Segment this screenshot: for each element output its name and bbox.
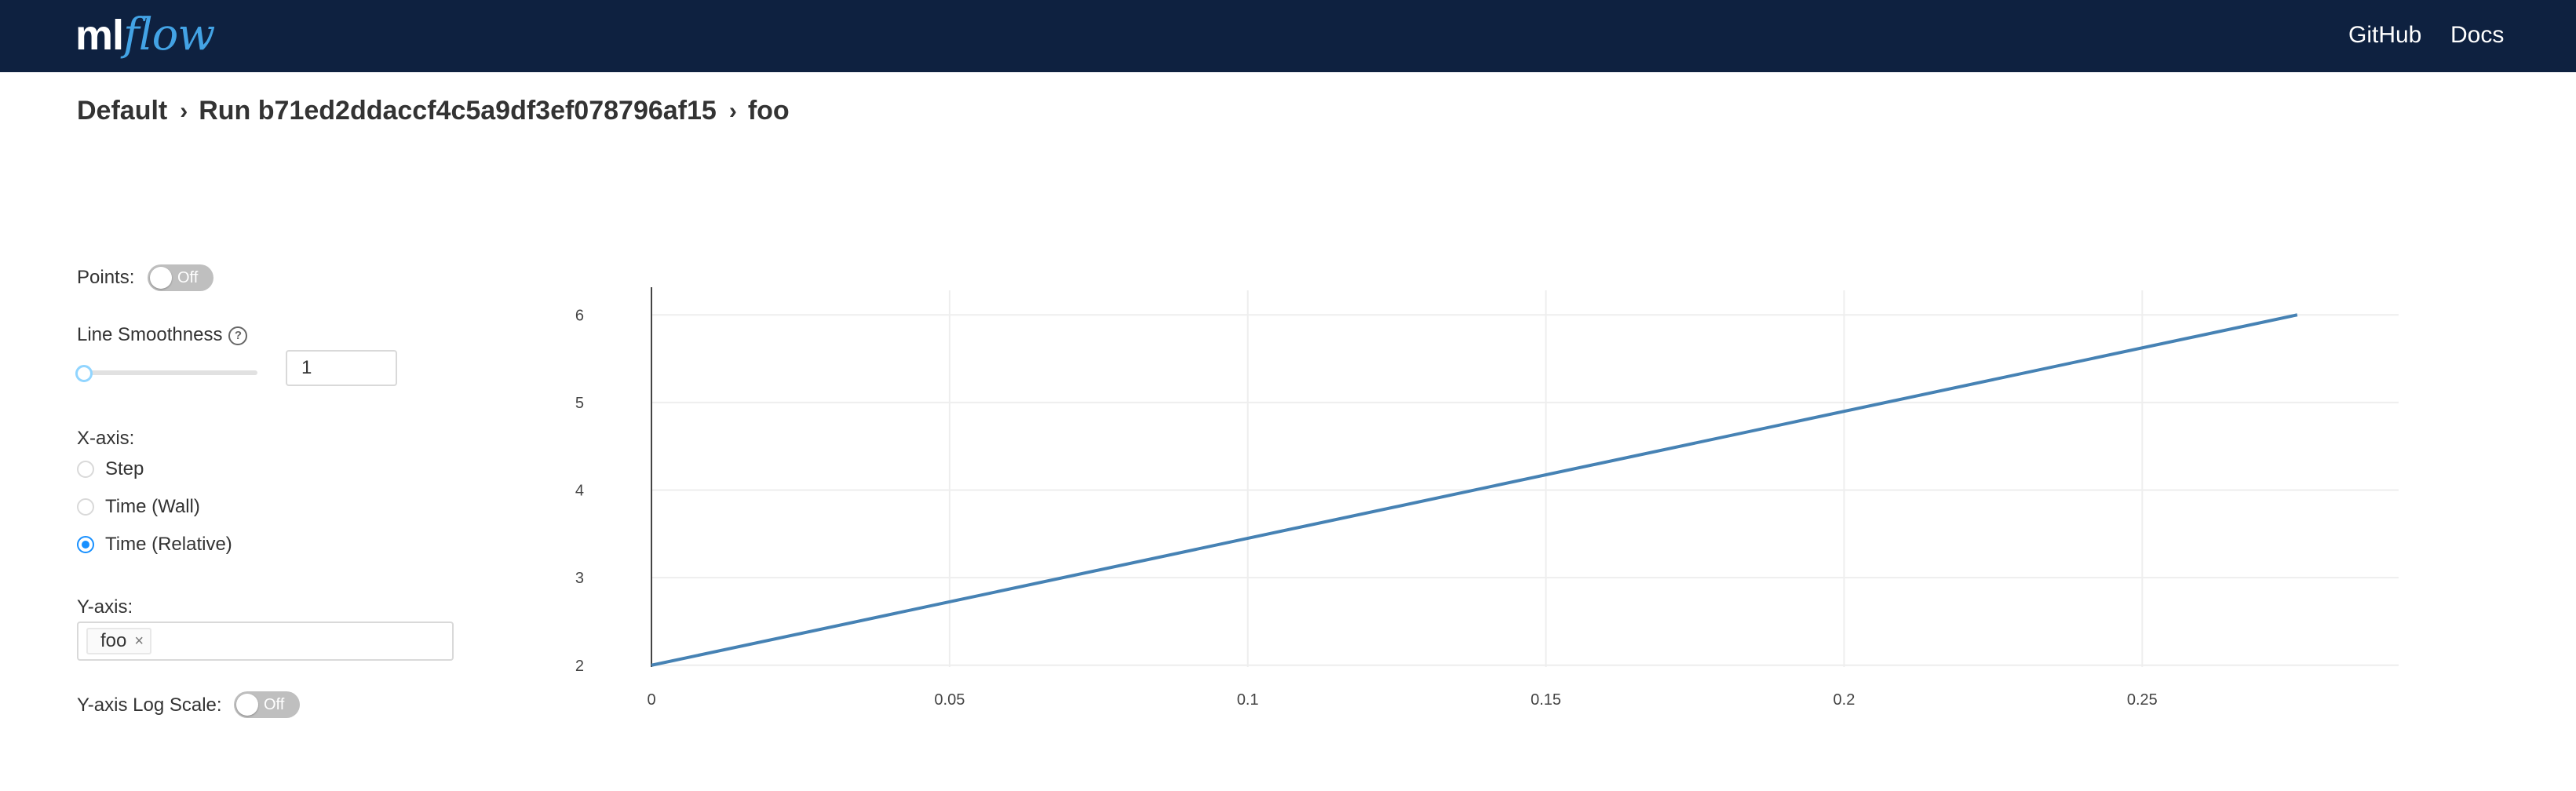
breadcrumb-run-link[interactable]: Run b71ed2ddaccf4c5a9df3ef078796af15 <box>199 96 717 126</box>
smoothness-slider-handle[interactable] <box>75 365 93 382</box>
x-tick-label: 0 <box>647 691 655 709</box>
radio-label: Time (Relative) <box>105 534 232 555</box>
x-axis-option-time-wall[interactable]: Time (Wall) <box>77 495 200 519</box>
line-smoothness-text: Line Smoothness <box>77 324 223 345</box>
radio-button[interactable] <box>77 498 94 516</box>
chevron-right-icon: › <box>728 97 737 124</box>
smoothness-slider-track[interactable] <box>83 370 257 375</box>
breadcrumb-metric: foo <box>747 96 790 126</box>
points-toggle[interactable]: Off <box>148 264 213 291</box>
chevron-right-icon: › <box>180 97 188 124</box>
x-axis-option-step[interactable]: Step <box>77 457 144 481</box>
series-line <box>651 313 2298 667</box>
y-axis-log-scale-label: Y-axis Log Scale: <box>77 694 222 716</box>
toggle-text: Off <box>264 696 285 713</box>
close-icon[interactable]: × <box>134 632 144 650</box>
mlflow-logo[interactable]: mlflow <box>75 9 215 60</box>
x-tick-label: 0.05 <box>934 691 965 709</box>
line-smoothness-label: Line Smoothness? <box>77 324 248 346</box>
radio-button-checked[interactable] <box>77 536 94 553</box>
docs-link[interactable]: Docs <box>2450 22 2505 48</box>
y-axis-select[interactable]: foo × <box>77 622 454 661</box>
y-tick-label: 4 <box>575 483 584 500</box>
breadcrumb: Default › Run b71ed2ddaccf4c5a9df3ef0787… <box>77 96 790 126</box>
radio-label: Time (Wall) <box>105 496 200 517</box>
y-tick-label: 3 <box>575 570 584 587</box>
toggle-text: Off <box>177 269 199 286</box>
y-axis-label: Y-axis: <box>77 596 133 618</box>
question-circle-icon[interactable]: ? <box>228 326 248 345</box>
tag-label: foo <box>100 630 127 651</box>
y-tick-label: 5 <box>575 395 584 412</box>
radio-label: Step <box>105 458 144 479</box>
points-label: Points: <box>77 267 135 288</box>
github-link[interactable]: GitHub <box>2348 22 2422 48</box>
x-axis-option-time-relative[interactable]: Time (Relative) <box>77 533 232 556</box>
smoothness-input[interactable] <box>286 350 397 386</box>
x-tick-label: 0.25 <box>2127 691 2158 709</box>
radio-button[interactable] <box>77 461 94 478</box>
y-tick-label: 2 <box>575 658 584 675</box>
log-scale-toggle[interactable]: Off <box>234 691 300 718</box>
y-tick-label: 6 <box>575 307 584 324</box>
top-navbar: mlflow GitHub Docs <box>0 0 2576 72</box>
metric-chart[interactable]: 0 0.05 0.1 0.15 0.2 0.25 2 3 4 5 6 <box>502 267 2417 738</box>
breadcrumb-experiment-link[interactable]: Default <box>77 96 168 126</box>
x-tick-label: 0.15 <box>1531 691 1561 709</box>
x-tick-label: 0.1 <box>1237 691 1259 709</box>
toggle-knob <box>150 267 172 289</box>
x-tick-label: 0.2 <box>1833 691 1855 709</box>
y-axis-tag: foo × <box>86 628 152 654</box>
toggle-knob <box>236 694 258 716</box>
x-axis-label: X-axis: <box>77 428 135 449</box>
